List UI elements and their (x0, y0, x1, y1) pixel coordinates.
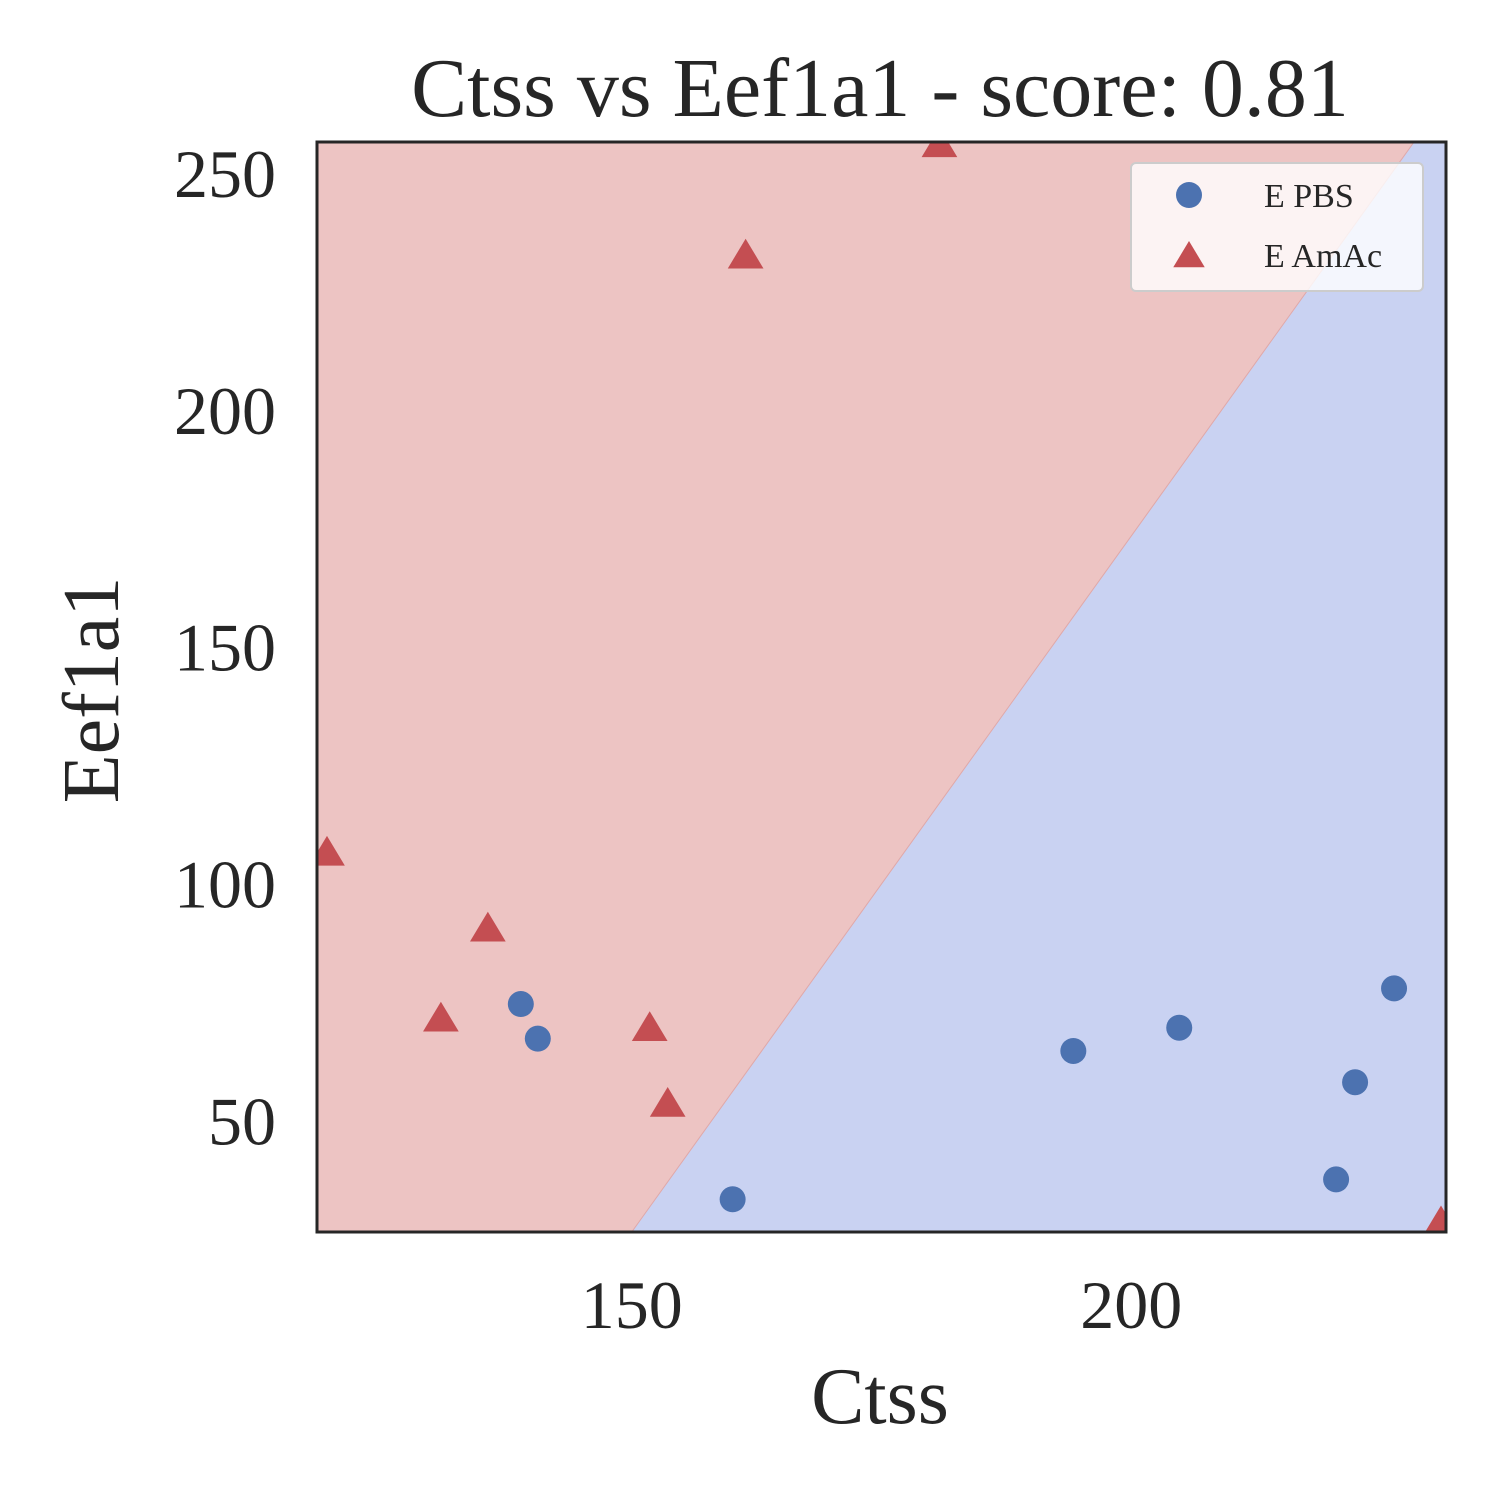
y-tick-label: 100 (174, 847, 276, 923)
point-e-amac (649, 1087, 686, 1117)
point-e-amac (727, 238, 764, 269)
y-tick-label: 250 (174, 136, 276, 212)
legend-label-e-pbs: E PBS (1264, 178, 1354, 215)
y-tick-label: 150 (174, 610, 276, 686)
y-tick-label: 200 (174, 373, 276, 449)
point-e-amac (921, 142, 958, 158)
x-axis-label: Ctss (811, 1353, 949, 1441)
point-e-pbs (1060, 1037, 1087, 1064)
point-e-pbs (1323, 1166, 1350, 1193)
point-e-amac (423, 1001, 459, 1032)
legend-marker-e-pbs (1176, 182, 1202, 208)
point-e-pbs (1342, 1069, 1369, 1096)
point-e-pbs (524, 1025, 551, 1052)
legend: E PBS E AmAc (1130, 162, 1424, 292)
point-e-pbs (1381, 975, 1408, 1002)
point-e-amac (317, 835, 345, 866)
region-e-amac (317, 142, 1415, 1232)
point-e-pbs (1166, 1014, 1193, 1041)
point-e-pbs (719, 1186, 746, 1213)
chart-title: Ctss vs Eef1a1 - score: 0.81 (411, 42, 1349, 135)
legend-label-e-amac: E AmAc (1264, 238, 1382, 275)
x-tick-label: 150 (581, 1267, 683, 1343)
point-e-pbs (507, 991, 534, 1018)
x-tick-label: 200 (1080, 1267, 1182, 1343)
y-axis-label: Eef1a1 (48, 577, 136, 804)
region-e-pbs (631, 142, 1446, 1232)
decision-boundary (631, 142, 1415, 1232)
legend-marker-e-amac (1173, 241, 1205, 268)
legend-box (1130, 162, 1424, 292)
y-tick-label: 50 (208, 1084, 276, 1160)
point-e-amac (1425, 1205, 1446, 1232)
point-e-amac (469, 911, 506, 942)
plot-frame (315, 140, 1448, 1234)
point-e-amac (631, 1011, 668, 1041)
